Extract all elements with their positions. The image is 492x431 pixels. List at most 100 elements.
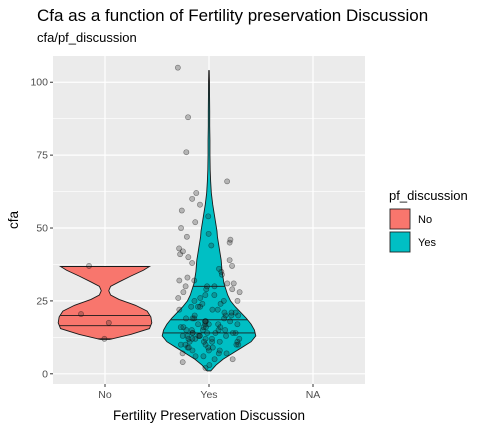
data-point xyxy=(211,292,218,298)
data-point xyxy=(222,312,229,319)
data-point xyxy=(176,245,183,252)
data-point xyxy=(196,332,203,339)
data-point xyxy=(204,283,210,290)
y-tick-label: 0 xyxy=(42,368,48,380)
data-point xyxy=(186,338,193,345)
data-point xyxy=(195,332,202,339)
data-point xyxy=(209,306,216,313)
data-point xyxy=(215,350,222,357)
data-point xyxy=(199,327,206,333)
data-point xyxy=(188,303,195,310)
data-point xyxy=(189,347,196,354)
data-point xyxy=(219,271,225,278)
data-point xyxy=(221,315,228,322)
x-tick-label: NA xyxy=(306,389,321,401)
data-point xyxy=(185,344,192,351)
violin-yes xyxy=(161,70,257,372)
data-point xyxy=(202,341,209,348)
data-point xyxy=(189,315,196,322)
data-point xyxy=(221,309,228,316)
data-point xyxy=(184,274,191,281)
data-point xyxy=(175,295,182,301)
data-point xyxy=(197,201,203,208)
y-tick-label: 50 xyxy=(36,223,48,235)
data-point xyxy=(228,309,235,316)
data-point xyxy=(218,268,225,275)
data-point xyxy=(183,233,190,240)
data-point xyxy=(232,309,239,316)
data-point xyxy=(185,335,192,342)
data-point xyxy=(176,306,183,313)
data-point xyxy=(192,353,199,360)
data-point xyxy=(180,289,187,296)
y-axis: 0 25 50 75 100 xyxy=(30,77,53,380)
data-point xyxy=(178,225,184,231)
data-point xyxy=(229,286,236,293)
data-point xyxy=(222,327,229,333)
data-point xyxy=(191,312,198,319)
data-point xyxy=(236,289,243,296)
data-point xyxy=(233,341,240,348)
data-point xyxy=(203,324,209,331)
legend-label-yes: Yes xyxy=(418,237,436,249)
data-point xyxy=(183,315,189,322)
data-point xyxy=(184,332,191,339)
data-point xyxy=(205,321,212,328)
y-axis-title: cfa xyxy=(6,211,21,230)
data-point xyxy=(204,330,211,336)
data-point xyxy=(189,260,196,266)
data-point xyxy=(202,318,209,325)
data-point xyxy=(229,263,235,269)
data-point xyxy=(223,350,230,357)
data-point xyxy=(177,251,184,258)
data-point xyxy=(196,332,203,339)
data-point xyxy=(185,254,192,261)
data-point xyxy=(195,321,201,328)
data-point xyxy=(185,114,191,121)
y-tick-label: 75 xyxy=(36,150,48,162)
data-point xyxy=(206,347,212,354)
data-point xyxy=(179,332,186,339)
data-point xyxy=(226,257,233,263)
data-point xyxy=(226,239,233,246)
data-point xyxy=(192,335,199,342)
data-point xyxy=(105,319,112,326)
data-point xyxy=(216,347,223,354)
data-point xyxy=(197,303,204,310)
violin-no xyxy=(57,266,153,340)
data-point xyxy=(179,350,186,357)
jitter-points xyxy=(78,64,243,371)
data-point xyxy=(78,311,84,317)
data-point xyxy=(188,327,195,333)
legend: pf_discussion No Yes xyxy=(389,188,468,253)
data-point xyxy=(197,295,204,301)
data-point xyxy=(202,335,209,342)
chart-subtitle: cfa/pf_discussion xyxy=(37,30,137,45)
data-point xyxy=(206,362,213,368)
data-point xyxy=(183,149,190,156)
data-point xyxy=(178,207,185,214)
data-point xyxy=(230,330,236,336)
data-point xyxy=(224,280,231,287)
data-point xyxy=(209,335,215,342)
violins xyxy=(57,70,257,372)
data-point xyxy=(101,335,108,342)
data-point xyxy=(177,324,184,331)
legend-label-no: No xyxy=(418,214,432,226)
data-point xyxy=(230,280,237,287)
chart-title: Cfa as a function of Fertility preservat… xyxy=(37,6,428,25)
data-point xyxy=(202,365,209,371)
data-point xyxy=(182,283,189,290)
x-tick-label: Yes xyxy=(200,389,217,401)
data-point xyxy=(223,332,229,339)
data-point xyxy=(179,359,186,366)
y-tick-label: 25 xyxy=(36,295,48,307)
data-point xyxy=(193,190,200,196)
legend-title: pf_discussion xyxy=(389,188,468,203)
data-point xyxy=(216,265,222,272)
x-axis: No Yes NA xyxy=(98,384,320,401)
data-point xyxy=(227,236,234,243)
data-point xyxy=(217,324,224,331)
data-point xyxy=(184,344,191,351)
data-point xyxy=(191,277,198,284)
